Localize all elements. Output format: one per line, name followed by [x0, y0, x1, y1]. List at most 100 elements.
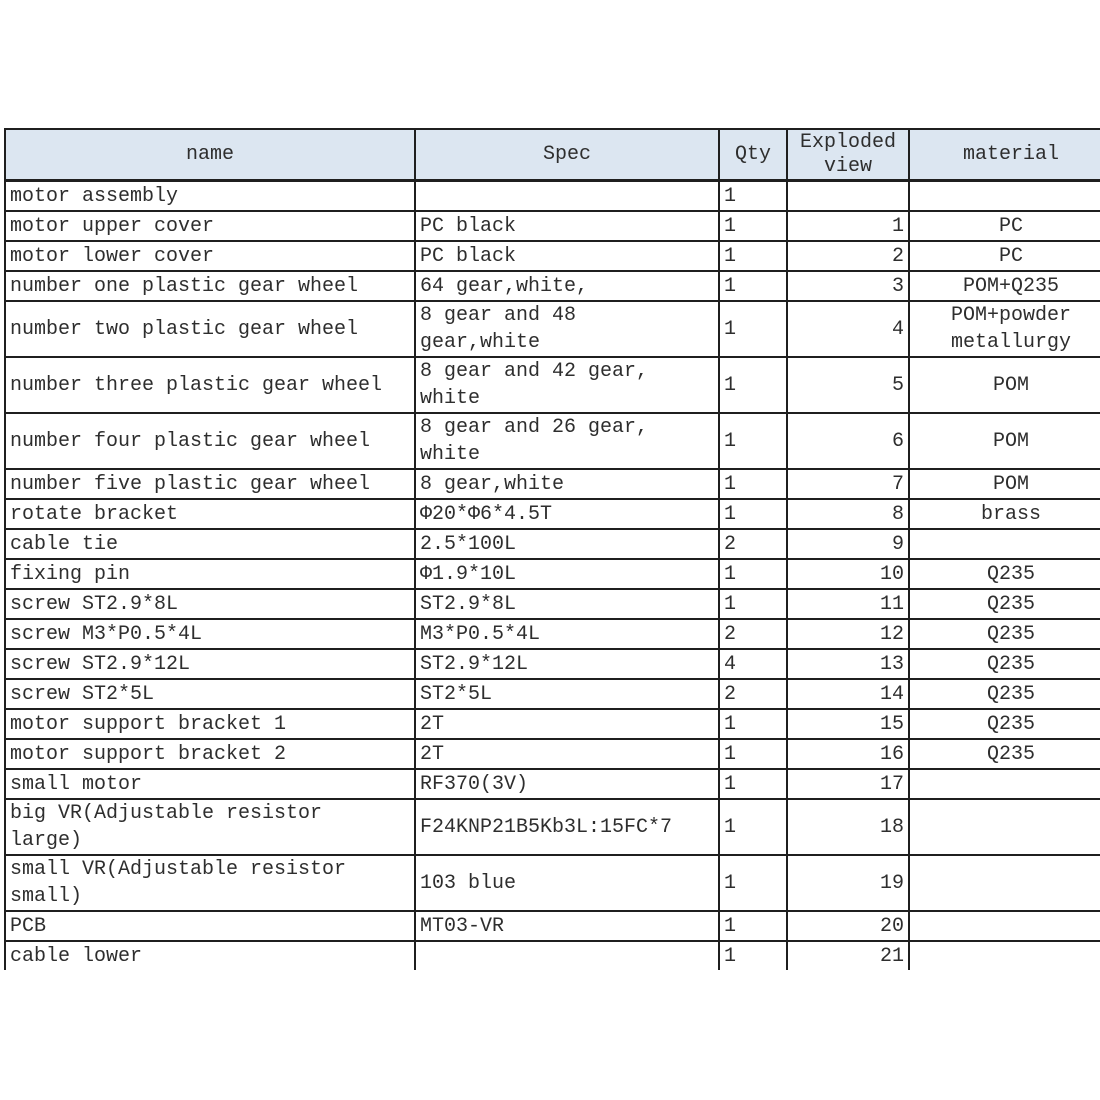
cell-exploded-view: 10	[786, 558, 910, 590]
cell-spec: 2T	[414, 708, 720, 740]
cell-qty: 1	[718, 210, 788, 242]
cell-spec: 8 gear and 48 gear,white	[414, 300, 720, 358]
cell-spec	[414, 179, 720, 212]
cell-qty: 1	[718, 910, 788, 942]
column-header-qty: Qty	[718, 128, 788, 182]
table-row: rotate bracket Φ20*Φ6*4.5T 1 8 brass	[4, 498, 1100, 530]
cell-name: number three plastic gear wheel	[4, 356, 416, 414]
cell-material: POM	[908, 356, 1100, 414]
table-row: motor support bracket 2 2T 1 16 Q235	[4, 738, 1100, 770]
cell-spec: M3*P0.5*4L	[414, 618, 720, 650]
table-row: cable lower 1 21	[4, 940, 1100, 970]
column-header-spec: Spec	[414, 128, 720, 182]
cell-qty: 1	[718, 854, 788, 912]
cell-qty: 1	[718, 798, 788, 856]
cell-qty: 1	[718, 468, 788, 500]
cell-name: fixing pin	[4, 558, 416, 590]
cell-spec: Φ20*Φ6*4.5T	[414, 498, 720, 530]
cell-spec	[414, 940, 720, 970]
cell-spec: ST2*5L	[414, 678, 720, 710]
cell-material: Q235	[908, 738, 1100, 770]
cell-material	[908, 179, 1100, 212]
cell-material: Q235	[908, 708, 1100, 740]
cell-exploded-view: 2	[786, 240, 910, 272]
cell-name: number four plastic gear wheel	[4, 412, 416, 470]
cell-material: Q235	[908, 678, 1100, 710]
cell-material: Q235	[908, 648, 1100, 680]
cell-qty: 1	[718, 240, 788, 272]
cell-qty: 1	[718, 588, 788, 620]
table-row: number two plastic gear wheel 8 gear and…	[4, 300, 1100, 358]
cell-material	[908, 798, 1100, 856]
table-row: number one plastic gear wheel 64 gear,wh…	[4, 270, 1100, 302]
cell-spec: 103 blue	[414, 854, 720, 912]
table-header: name Spec Qty Exploded view material	[4, 128, 1100, 182]
cell-material: PC	[908, 210, 1100, 242]
cell-spec: MT03-VR	[414, 910, 720, 942]
cell-name: PCB	[4, 910, 416, 942]
table-row: number three plastic gear wheel 8 gear a…	[4, 356, 1100, 414]
column-header-material: material	[908, 128, 1100, 182]
cell-qty: 2	[718, 618, 788, 650]
cell-exploded-view: 20	[786, 910, 910, 942]
cell-exploded-view: 3	[786, 270, 910, 302]
cell-name: motor upper cover	[4, 210, 416, 242]
cell-exploded-view: 9	[786, 528, 910, 560]
cell-spec: 2.5*100L	[414, 528, 720, 560]
cell-qty: 1	[718, 768, 788, 800]
cell-exploded-view	[786, 179, 910, 212]
cell-material	[908, 528, 1100, 560]
table-row: motor lower cover PC black 1 2 PC	[4, 240, 1100, 272]
cell-exploded-view: 6	[786, 412, 910, 470]
cell-exploded-view: 19	[786, 854, 910, 912]
cell-name: number five plastic gear wheel	[4, 468, 416, 500]
column-header-exploded-view: Exploded view	[786, 128, 910, 182]
cell-spec: ST2.9*8L	[414, 588, 720, 620]
cell-exploded-view: 8	[786, 498, 910, 530]
cell-spec: PC black	[414, 240, 720, 272]
cell-name: cable lower	[4, 940, 416, 970]
cell-material: Q235	[908, 558, 1100, 590]
cell-spec: PC black	[414, 210, 720, 242]
cell-material: PC	[908, 240, 1100, 272]
cell-name: screw ST2*5L	[4, 678, 416, 710]
cell-name: rotate bracket	[4, 498, 416, 530]
cell-name: cable tie	[4, 528, 416, 560]
cell-name: big VR(Adjustable resistor large)	[4, 798, 416, 856]
cell-material: Q235	[908, 588, 1100, 620]
cell-name: motor lower cover	[4, 240, 416, 272]
cell-spec: 8 gear and 42 gear, white	[414, 356, 720, 414]
table-row: number five plastic gear wheel 8 gear,wh…	[4, 468, 1100, 500]
cell-material	[908, 910, 1100, 942]
table-row: screw ST2*5L ST2*5L 2 14 Q235	[4, 678, 1100, 710]
cell-spec: 8 gear,white	[414, 468, 720, 500]
cell-exploded-view: 18	[786, 798, 910, 856]
cell-name: screw ST2.9*8L	[4, 588, 416, 620]
cell-qty: 1	[718, 940, 788, 970]
cell-spec: ST2.9*12L	[414, 648, 720, 680]
parts-table: name Spec Qty Exploded view material mot…	[4, 128, 1100, 970]
cell-spec: F24KNP21B5Kb3L:15FC*7	[414, 798, 720, 856]
table-row: small motor RF370(3V) 1 17	[4, 768, 1100, 800]
cell-qty: 1	[718, 356, 788, 414]
cell-qty: 1	[718, 558, 788, 590]
column-header-name: name	[4, 128, 416, 182]
cell-exploded-view: 17	[786, 768, 910, 800]
cell-material: POM	[908, 468, 1100, 500]
table-row: cable tie 2.5*100L 2 9	[4, 528, 1100, 560]
cell-material	[908, 940, 1100, 970]
cell-name: small VR(Adjustable resistor small)	[4, 854, 416, 912]
table-row: screw ST2.9*12L ST2.9*12L 4 13 Q235	[4, 648, 1100, 680]
cell-exploded-view: 13	[786, 648, 910, 680]
table-row: motor assembly 1	[4, 179, 1100, 212]
table-row: fixing pin Φ1.9*10L 1 10 Q235	[4, 558, 1100, 590]
cell-material: POM+Q235	[908, 270, 1100, 302]
table-body: motor assembly 1 motor upper cover PC bl…	[4, 179, 1100, 970]
cell-exploded-view: 15	[786, 708, 910, 740]
cell-qty: 1	[718, 498, 788, 530]
cell-material	[908, 854, 1100, 912]
cell-name: small motor	[4, 768, 416, 800]
cell-exploded-view: 1	[786, 210, 910, 242]
cell-exploded-view: 5	[786, 356, 910, 414]
cell-spec: RF370(3V)	[414, 768, 720, 800]
